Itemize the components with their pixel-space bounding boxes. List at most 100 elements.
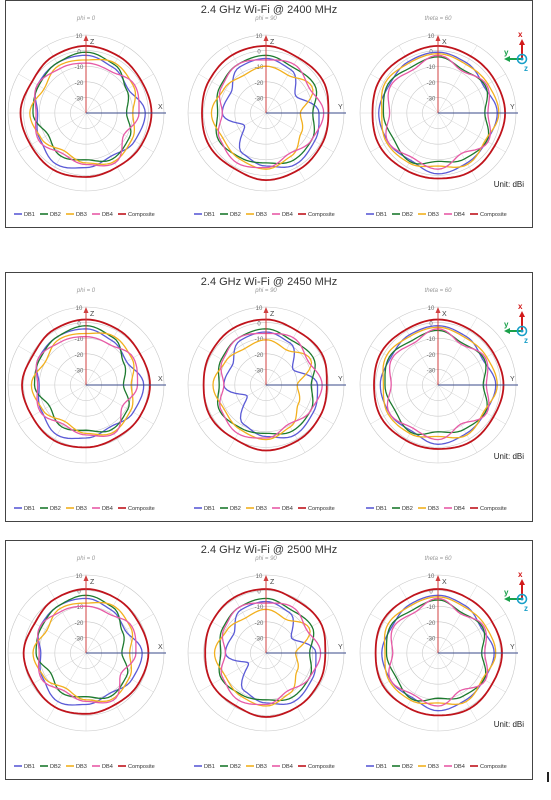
axis-label: X: [442, 579, 447, 586]
svg-text:x: x: [518, 30, 523, 39]
svg-text:z: z: [524, 64, 528, 73]
grid-spoke: [46, 317, 87, 386]
radial-tick-label: -20: [255, 81, 264, 87]
grid-spoke: [226, 585, 267, 654]
legend: DB1 DB2 DB3 DB4 Composite: [194, 506, 335, 512]
axis-label: Y: [338, 644, 343, 651]
axis-label: Y: [338, 376, 343, 383]
legend-entry: DB1: [376, 212, 387, 218]
grid-spoke: [85, 317, 126, 386]
grid-spoke: [198, 384, 267, 425]
polar-plots-2450: phi = 0 10 0 -10 -20 -30 Z X phi = 90 10 0 -10 -20 -3…: [7, 288, 528, 512]
series-db2: [385, 599, 487, 702]
series-db2: [384, 329, 488, 436]
radial-tick-label: 10: [256, 34, 263, 40]
radial-tick-label: -10: [427, 605, 436, 611]
series-db3: [32, 601, 134, 703]
legend-entry: DB3: [76, 764, 87, 770]
axis-arrowhead: [83, 35, 89, 41]
radial-tick-label: -30: [75, 96, 84, 102]
grid-spoke: [265, 652, 334, 693]
radial-tick-label: -30: [75, 368, 84, 374]
legend-entry: DB1: [24, 212, 35, 218]
axis-arrowhead: [435, 575, 441, 581]
series-db1: [223, 331, 319, 439]
radial-tick-label: 10: [428, 306, 435, 312]
radial-tick-label: -20: [255, 621, 264, 627]
grid-spoke: [46, 652, 87, 721]
grid-spoke: [85, 384, 126, 453]
series-db2: [382, 56, 490, 165]
grid-spoke: [370, 652, 439, 693]
radial-tick-label: -10: [427, 65, 436, 71]
grid-spoke: [437, 652, 506, 693]
radial-tick-label: -10: [255, 337, 264, 343]
legend-entry: DB2: [50, 506, 61, 512]
axis-label: X: [158, 104, 163, 111]
series-db2: [32, 51, 132, 163]
grid-spoke: [226, 652, 267, 721]
axis-label: Y: [510, 644, 515, 651]
legend: DB1 DB2 DB3 DB4 Composite: [14, 506, 155, 512]
grid-spoke: [85, 585, 126, 654]
unit-label: Unit: dBi: [494, 180, 524, 189]
grid-spoke: [226, 45, 267, 114]
radial-tick-label: 10: [76, 306, 83, 312]
pattern-panel-2450: 2.4 GHz Wi-Fi @ 2450 MHz phi = 0 10 0 -10 -2…: [5, 272, 533, 522]
series-db1: [378, 51, 498, 175]
grid-spoke: [85, 112, 126, 181]
polar-subplot: phi = 0 10 0 -10 -20 -30 Z X: [7, 288, 166, 464]
legend-entry: DB4: [102, 764, 113, 770]
polar-subplot: theta = 60 10 0 -10 -20 -30 X Y: [359, 556, 518, 732]
legend-entry: Composite: [128, 764, 155, 770]
radial-tick-label: -20: [427, 81, 436, 87]
radial-tick-label: -20: [255, 353, 264, 359]
axis-label: Z: [270, 579, 275, 586]
legend-entry: DB3: [428, 506, 439, 512]
radial-tick-label: -10: [427, 337, 436, 343]
series-db3: [383, 596, 497, 706]
grid-spoke: [18, 613, 87, 654]
subplot-label: phi = 90: [254, 288, 277, 294]
polar-subplot: phi = 90 10 0 -10 -20 -30 Z Y: [187, 556, 346, 732]
radial-tick-label: 0: [257, 590, 261, 596]
series-db4: [36, 605, 137, 704]
legend-entry: DB2: [230, 506, 241, 512]
radial-tick-label: 10: [428, 34, 435, 40]
grid-spoke: [226, 112, 267, 181]
series-db2: [35, 594, 129, 700]
axis-label: X: [158, 644, 163, 651]
grid-spoke: [85, 384, 154, 425]
radial-tick-label: -30: [427, 368, 436, 374]
radial-tick-label: 0: [257, 50, 261, 56]
svg-text:z: z: [524, 604, 528, 613]
legend-entry: DB3: [76, 506, 87, 512]
radial-tick-label: 0: [429, 590, 433, 596]
legend-entry: DB2: [402, 506, 413, 512]
legend-entry: Composite: [308, 212, 335, 218]
axis-label: Z: [90, 579, 95, 586]
legend-entry: Composite: [308, 506, 335, 512]
axis-arrowhead: [83, 307, 89, 313]
axis-label: Y: [510, 104, 515, 111]
radial-tick-label: 0: [257, 322, 261, 328]
legend-entry: DB4: [282, 506, 293, 512]
panel-title: 2.4 GHz Wi-Fi @ 2450 MHz: [200, 276, 338, 288]
radial-tick-label: 10: [256, 306, 263, 312]
grid-spoke: [437, 345, 506, 386]
series-db3: [382, 326, 498, 439]
axis-label: Y: [338, 104, 343, 111]
series-db3: [210, 65, 314, 170]
legend-entry: DB4: [454, 212, 465, 218]
series-db3: [380, 53, 500, 168]
grid-spoke: [265, 384, 306, 453]
series-composite: [21, 318, 151, 449]
subplot-label: phi = 90: [254, 556, 277, 562]
legend-entry: DB1: [376, 506, 387, 512]
legend-entry: DB1: [376, 764, 387, 770]
radial-tick-label: -10: [255, 65, 264, 71]
series-db1: [221, 57, 320, 168]
legend-entry: Composite: [480, 212, 507, 218]
